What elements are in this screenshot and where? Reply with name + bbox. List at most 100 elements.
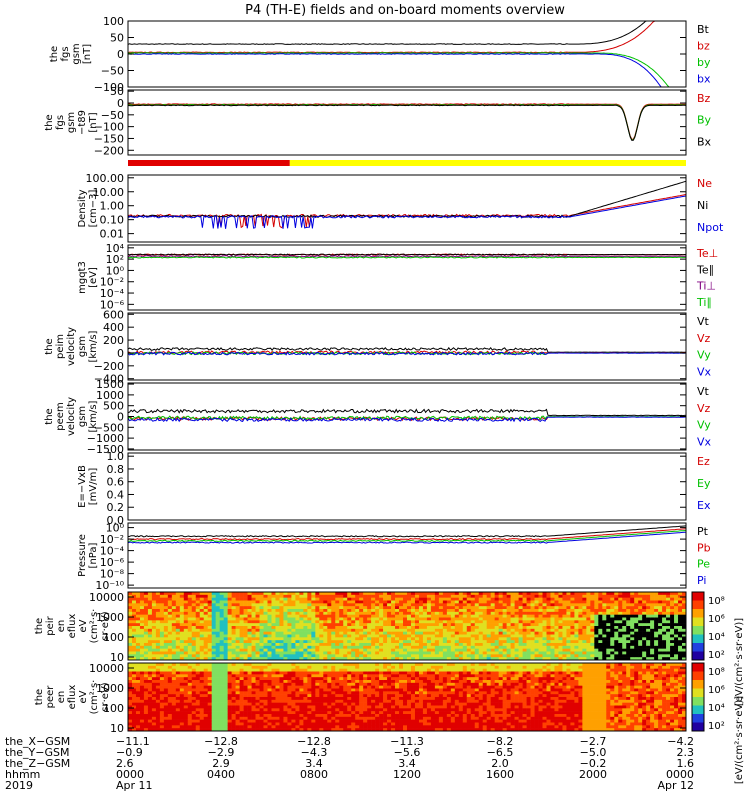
spectrogram-cell (498, 654, 503, 658)
spectrogram-cell (562, 637, 567, 641)
spectrogram-cell (339, 674, 344, 678)
spectrogram-cell (215, 597, 220, 601)
spectrogram-cell (251, 685, 256, 689)
spectrogram-cell (482, 643, 488, 647)
spectrogram-cell (331, 603, 336, 607)
spectrogram-cell (259, 688, 264, 692)
spectrogram-cell (267, 628, 272, 632)
spectrogram-cell (311, 600, 316, 604)
spectrogram-cell (502, 643, 507, 647)
spectrogram-cell (570, 657, 575, 660)
spectrogram-cell (602, 606, 607, 610)
spectrogram-cell (235, 694, 240, 698)
spectrogram-cell (486, 637, 491, 641)
spectrogram-cell (259, 609, 264, 613)
spectrogram-cell (426, 623, 432, 627)
spectrogram-cell (363, 592, 368, 596)
spectrogram-cell (586, 631, 591, 635)
spectrogram-cell (395, 614, 400, 618)
spectrogram-cell (506, 637, 511, 641)
spectrogram-cell (626, 592, 631, 596)
spectrogram-cell (139, 722, 145, 726)
spectrogram-cell (674, 611, 679, 615)
spectrogram-cell (470, 617, 476, 621)
spectrogram-cell (399, 603, 404, 607)
spectrogram-cell (542, 654, 547, 658)
spectrogram-cell (502, 626, 507, 630)
spectrogram-cell (426, 606, 432, 610)
spectrogram-cell (430, 594, 436, 598)
spectrogram-cell (506, 614, 511, 618)
spectrogram-cell (634, 594, 639, 598)
spectrogram-cell (598, 592, 603, 596)
spectrogram-cell (311, 705, 316, 709)
panel-dens-plot-area (128, 180, 686, 229)
spectrogram-cell (502, 623, 507, 627)
spectrogram-cell (478, 617, 484, 621)
spectrogram-cell (566, 640, 571, 644)
spectrogram-cell (259, 597, 264, 601)
spectrogram-cell (151, 631, 157, 635)
spectrogram-cell (128, 634, 133, 638)
spectrogram-cell (243, 603, 248, 607)
spectrogram-cell (331, 600, 336, 604)
spectrogram-cell (442, 600, 448, 604)
spectrogram-cell (351, 603, 356, 607)
spectrogram-cell (255, 597, 260, 601)
spectrogram-cell (546, 657, 551, 660)
spectrogram-cell (450, 626, 456, 630)
spectrogram-cell (139, 645, 145, 649)
spectrogram-cell (522, 643, 527, 647)
spectrogram-cell (454, 620, 460, 624)
spectrogram-cell (135, 637, 141, 641)
spectrogram-cell (614, 606, 619, 610)
spectrogram-cell (610, 643, 615, 647)
spectrogram-cell (570, 611, 575, 615)
spectrogram-cell (147, 663, 153, 667)
spectrogram-cell (430, 623, 436, 627)
spectrogram-cell (179, 665, 185, 669)
spectrogram-cell (407, 645, 412, 649)
spectrogram-cell (371, 657, 376, 660)
spectrogram-cell (518, 603, 523, 607)
spectrogram-cell (586, 594, 591, 598)
spectrogram-cell (203, 668, 209, 672)
spectrogram-cell (395, 637, 400, 641)
spectrogram-cell (574, 634, 579, 638)
spectrogram-cell (642, 631, 647, 635)
spectrogram-cell (199, 665, 205, 669)
legend-Vt: Vt (697, 385, 710, 398)
spectrogram-cell (219, 668, 224, 672)
spectrogram-cell (438, 651, 444, 655)
spectrogram-cell (267, 611, 272, 615)
spectrogram-cell (239, 648, 244, 652)
spectrogram-cell (275, 725, 280, 729)
spectrogram-cell (143, 640, 149, 644)
spectrogram-cell (654, 634, 659, 638)
spectrogram-cell (287, 674, 292, 678)
spectrogram-cell (143, 634, 149, 638)
spectrogram-cell (562, 614, 567, 618)
spectrogram-cell (243, 634, 248, 638)
spectrogram-cell (227, 645, 232, 649)
spectrogram-cell (243, 719, 248, 723)
spectrogram-cell (530, 623, 535, 627)
spectrogram-cell (247, 623, 252, 627)
spectrogram-cell (383, 611, 388, 615)
spectrogram-cell (454, 645, 460, 649)
spectrogram-cell (514, 648, 519, 652)
spectrogram-cell (682, 648, 686, 652)
spectrogram-cell (367, 594, 372, 598)
spectrogram-cell (171, 722, 177, 726)
spectrogram-cell (207, 671, 212, 675)
spectrogram-cell (235, 606, 240, 610)
spectrogram-cell (594, 651, 599, 655)
spectrogram-cell (634, 654, 639, 658)
spectrogram-cell (414, 597, 420, 601)
spectrogram-cell (566, 626, 571, 630)
spectrogram-cell (638, 643, 643, 647)
spectrogram-cell (195, 617, 201, 621)
spectrogram-cell (135, 705, 141, 709)
spectrogram-cell (550, 606, 555, 610)
spectrogram-cell (522, 657, 527, 660)
